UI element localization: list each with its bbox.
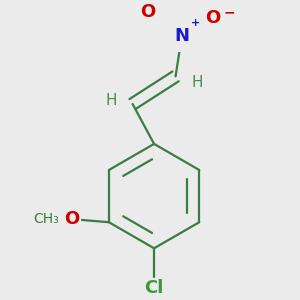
Text: CH₃: CH₃ — [33, 212, 59, 226]
Text: −: − — [224, 5, 235, 19]
Text: H: H — [105, 93, 117, 108]
Text: O: O — [140, 3, 156, 21]
Text: Cl: Cl — [144, 279, 164, 297]
Text: O: O — [205, 9, 220, 27]
Text: H: H — [191, 75, 203, 90]
Text: +: + — [191, 18, 200, 28]
Text: O: O — [64, 210, 80, 228]
Text: N: N — [174, 28, 189, 46]
